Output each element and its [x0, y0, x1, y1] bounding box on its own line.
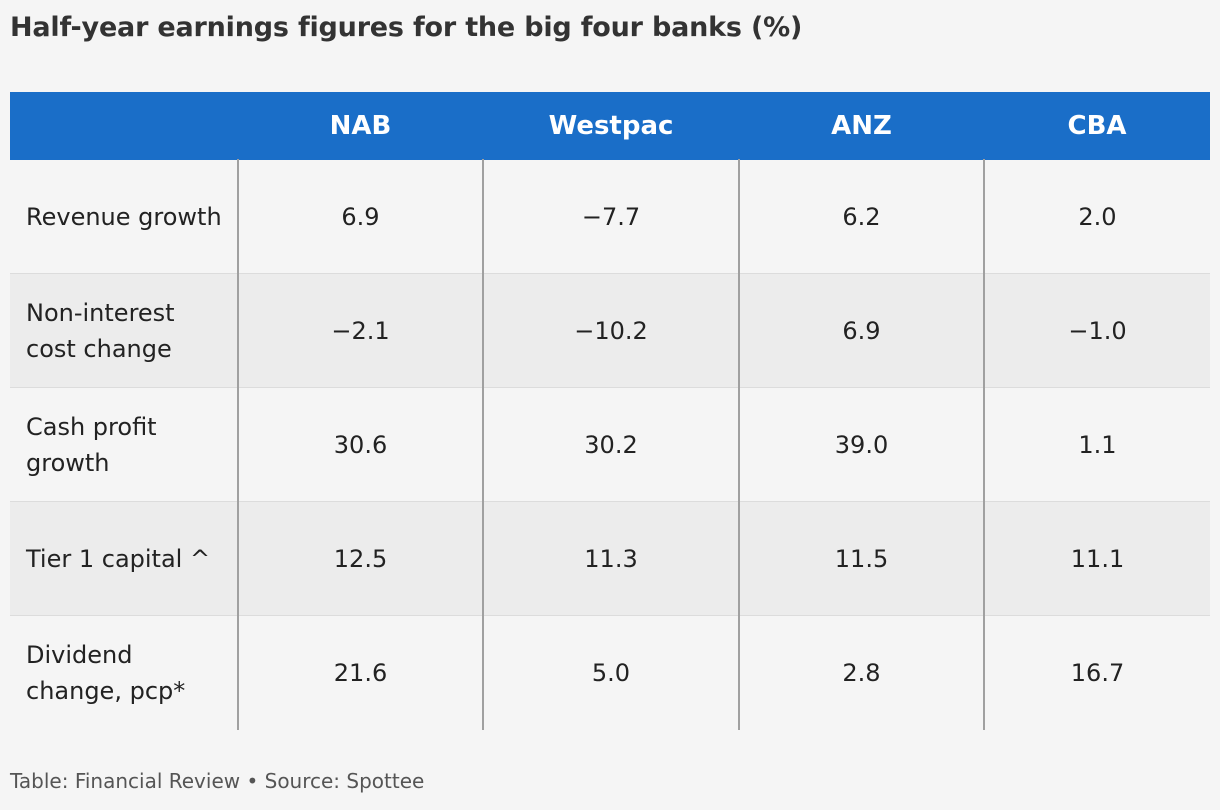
table-body: Revenue growth 6.9 −7.7 6.2 2.0 Non-inte… — [10, 159, 1210, 730]
source-footer: Table: Financial Review • Source: Spotte… — [10, 769, 425, 793]
chart-title: Half-year earnings figures for the big f… — [10, 12, 803, 43]
table-cell: 11.3 — [482, 501, 739, 616]
table-cell: 2.8 — [738, 615, 984, 730]
row-label: Cash profit growth — [10, 387, 238, 502]
table-cell: 1.1 — [983, 387, 1210, 502]
data-table-container: NAB Westpac ANZ CBA Revenue growth 6.9 −… — [10, 92, 1210, 730]
table-cell: 5.0 — [482, 615, 739, 730]
table-cell: 11.1 — [983, 501, 1210, 616]
table-row: Tier 1 capital ^ 12.5 11.3 11.5 11.1 — [10, 501, 1210, 616]
table-cell: 6.2 — [738, 159, 984, 274]
earnings-table: NAB Westpac ANZ CBA Revenue growth 6.9 −… — [10, 92, 1210, 730]
table-cell: 21.6 — [237, 615, 483, 730]
table-cell: 16.7 — [983, 615, 1210, 730]
header-cell-anz: ANZ — [739, 92, 984, 160]
table-cell: −2.1 — [237, 273, 483, 388]
header-row: NAB Westpac ANZ CBA — [10, 92, 1210, 160]
table-cell: 12.5 — [237, 501, 483, 616]
row-label: Dividend change, pcp* — [10, 615, 238, 730]
header-cell-label — [10, 92, 238, 160]
table-cell: 30.6 — [237, 387, 483, 502]
header-cell-westpac: Westpac — [483, 92, 739, 160]
row-label: Non-interest cost change — [10, 273, 238, 388]
table-cell: −1.0 — [983, 273, 1210, 388]
table-row: Revenue growth 6.9 −7.7 6.2 2.0 — [10, 159, 1210, 274]
table-cell: 2.0 — [983, 159, 1210, 274]
table-cell: 6.9 — [237, 159, 483, 274]
table-cell: 11.5 — [738, 501, 984, 616]
table-header: NAB Westpac ANZ CBA — [10, 92, 1210, 160]
table-cell: 6.9 — [738, 273, 984, 388]
row-label: Tier 1 capital ^ — [10, 501, 238, 616]
table-row: Non-interest cost change −2.1 −10.2 6.9 … — [10, 273, 1210, 388]
table-cell: 39.0 — [738, 387, 984, 502]
table-cell: 30.2 — [482, 387, 739, 502]
table-cell: −10.2 — [482, 273, 739, 388]
header-cell-nab: NAB — [238, 92, 483, 160]
table-cell: −7.7 — [482, 159, 739, 274]
table-row: Cash profit growth 30.6 30.2 39.0 1.1 — [10, 387, 1210, 502]
header-cell-cba: CBA — [984, 92, 1210, 160]
row-label: Revenue growth — [10, 159, 238, 274]
table-row: Dividend change, pcp* 21.6 5.0 2.8 16.7 — [10, 615, 1210, 730]
